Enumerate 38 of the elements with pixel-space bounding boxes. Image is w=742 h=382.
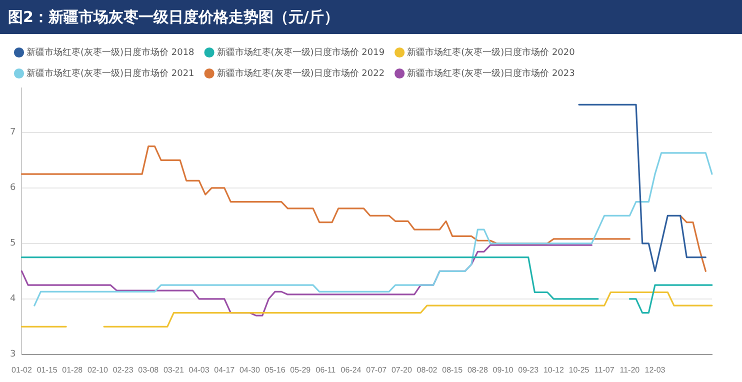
x-tick-label: 08-15 <box>442 365 464 374</box>
x-tick-label: 11-07 <box>594 365 615 374</box>
x-tick-label: 05-16 <box>264 365 286 374</box>
x-tick-label: 12-03 <box>644 365 666 374</box>
legend-label: 新疆市场红枣(灰枣一级)日度市场价 2018 <box>26 46 195 58</box>
x-tick-label: 08-02 <box>416 365 438 374</box>
x-tick-label: 09-10 <box>492 365 514 374</box>
y-tick-label: 7 <box>10 128 16 138</box>
x-tick-label: 06-11 <box>316 365 336 374</box>
x-tick-label: 08-28 <box>467 365 488 374</box>
x-tick-label: 10-12 <box>543 365 564 374</box>
y-tick-label: 6 <box>10 183 16 194</box>
x-tick-label: 11-20 <box>620 365 640 374</box>
chart-title: 图2：新疆市场灰枣一级日度价格走势图（元/斤） <box>0 0 742 34</box>
x-tick-label: 03-21 <box>163 365 184 374</box>
x-tick-label: 04-30 <box>239 365 260 374</box>
x-tick-label: 04-17 <box>214 365 236 374</box>
x-tick-label: 10-25 <box>568 365 590 374</box>
x-tick-label: 01-15 <box>36 365 58 374</box>
x-tick-label: 02-23 <box>112 365 134 374</box>
x-tick-label: 05-29 <box>290 365 312 374</box>
legend-label: 新疆市场红枣(灰枣一级)日度市场价 2023 <box>407 68 575 79</box>
x-tick-label: 07-20 <box>391 365 412 374</box>
x-tick-label: 01-02 <box>11 365 33 374</box>
legend-label: 新疆市场红枣(灰枣一级)日度市场价 2021 <box>26 68 194 79</box>
x-tick-label: 07-07 <box>366 365 388 374</box>
legend-label: 新疆市场红枣(灰枣一级)日度市场价 2020 <box>407 46 576 58</box>
x-tick-label: 09-23 <box>518 365 540 374</box>
x-tick-label: 01-28 <box>62 365 84 374</box>
x-tick-label: 06-24 <box>340 365 362 374</box>
legend-label: 新疆市场红枣(灰枣一级)日度市场价 2019 <box>216 46 385 58</box>
y-tick-label: 5 <box>10 238 16 249</box>
y-tick-label: 3 <box>10 350 16 360</box>
legend-label: 新疆市场红枣(灰枣一级)日度市场价 2022 <box>216 68 385 79</box>
x-tick-label: 04-03 <box>188 365 210 374</box>
x-tick-label: 02-10 <box>87 365 108 374</box>
x-tick-label: 03-08 <box>138 365 160 374</box>
y-tick-label: 4 <box>10 294 16 304</box>
